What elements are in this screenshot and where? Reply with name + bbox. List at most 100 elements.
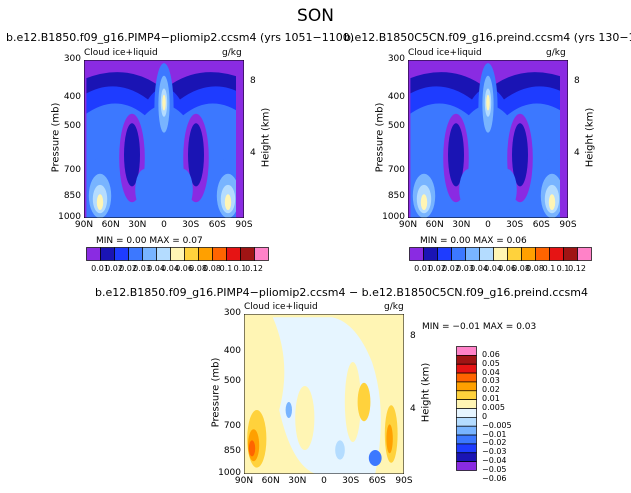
panel1-x-tick: 90S [235,220,253,230]
panel2-y-tick: 700 [387,165,405,176]
colorbar-swatch [549,247,564,261]
panel1-x-tick: 0 [161,220,167,230]
colorbar-swatch [184,247,199,261]
panel2-y2-tick: 8 [574,76,580,87]
panel1-y2-tick: 8 [250,76,256,87]
panel2-stats: MIN = 0.00 MAX = 0.06 [420,236,527,246]
colorbar-swatch [456,425,477,436]
panel2-x-tick: 60S [532,220,550,230]
colorbar-swatch [456,346,477,356]
panel1-stats: MIN = 0.00 MAX = 0.07 [96,236,203,246]
panel1-title: b.e12.B1850.f09_g16.PIMP4−pliomip2.ccsm4… [6,31,354,44]
colorbar-swatch [456,390,477,400]
panel1-x-tick: 30S [182,220,200,230]
colorbar-swatch [254,247,269,261]
panel1-units: g/kg [222,48,242,58]
panel2-x-tick: 30N [452,220,471,230]
panel2-colorbar-label: 0.01 [414,264,432,273]
panel3-ylabel: Pressure (mb) [210,357,222,428]
colorbar-swatch [437,247,452,261]
panel1-colorbar-label: 0.02 [105,264,123,273]
panel2-colorbar-svg [409,247,592,261]
panel1-y2-tick: 4 [250,148,256,159]
colorbar-swatch [563,247,578,261]
panel2-title: b.e12.B1850C5CN.f09_g16.preind.ccsm4 (yr… [344,31,631,44]
panel3-y-tick: 400 [223,346,241,357]
panel1-colorbar-label: 0.04 [161,264,179,273]
panel1-x-tick: 90N [74,220,94,230]
panel2-x-tick: 0 [485,220,491,230]
panel2-x-tick: 90N [398,220,418,230]
panel3-colorbar-label: 0.03 [482,376,500,386]
panel3-y2label: Height (km) [420,362,432,423]
panel1-y-tick: 1000 [58,212,81,222]
colorbar-swatch [409,247,424,261]
colorbar-swatch [456,408,477,418]
colorbar-swatch [456,443,477,454]
panel1-y-tick: 700 [63,165,81,176]
panel3-units: g/kg [384,302,404,312]
panel1-plot [84,60,244,218]
panel1-colorbar-label: 0.1 [219,264,233,273]
panel3-plot [244,314,404,474]
panel3-x-tick: 60N [261,476,280,486]
panel3-colorbar-label: −0.03 [482,447,507,457]
colorbar-swatch [212,247,227,261]
colorbar-swatch [128,247,143,261]
colorbar-swatch [451,247,466,261]
panel3-colorbar-label: −0.04 [482,456,507,466]
panel3-y2-tick: 4 [410,403,416,414]
panel2-colorbar-label: 0.1 [556,264,570,273]
panel1-x-tick: 60S [208,220,226,230]
panel1-colorbar-label: 0.08 [203,264,221,273]
colorbar-swatch [156,247,171,261]
panel2-x-tick: 90S [559,220,577,230]
panel3-colorbar-label: 0.005 [482,403,505,412]
panel2-colorbar [409,247,593,266]
colorbar-swatch [240,247,255,261]
panel2-units: g/kg [546,48,566,58]
panel1-colorbar-label: 0.04 [147,264,165,273]
colorbar-swatch [86,247,101,261]
panel2-y-tick: 500 [387,121,405,132]
colorbar-swatch [456,363,477,374]
panel2-colorbar-label: 0.03 [456,264,474,273]
panel2-colorbar-label: 0.02 [428,264,446,273]
colorbar-swatch [456,381,477,392]
panel3-y2-tick: 8 [410,330,416,341]
panel2-y-tick: 300 [387,54,405,64]
panel1-colorbar [86,247,270,266]
panel3-colorbar-label: 0.01 [482,394,500,404]
panel3-x-tick: 30N [288,476,307,486]
panel3-colorbar-label: 0 [482,411,488,421]
colorbar-swatch [100,247,115,261]
panel2-colorbar-label: 0.02 [442,264,460,273]
colorbar-swatch [456,372,477,383]
panel3-colorbar-label: 0.06 [482,349,500,359]
panel1-ylabel: Pressure (mb) [50,102,62,173]
panel2-colorbar-label: 0.1 [542,264,556,273]
panel1-colorbar-label: 0.03 [133,264,151,273]
colorbar-swatch [114,247,129,261]
panel2-colorbar-label: 0.04 [484,264,502,273]
panel2-colorbar-label: 0.08 [512,264,530,273]
panel1-colorbar-label: 0.1 [233,264,247,273]
panel3-x-tick: 90N [234,476,254,486]
colorbar-swatch [465,247,480,261]
panel3-colorbar-label: −0.005 [482,420,512,430]
panel3-x-tick: 0 [321,476,327,486]
colorbar-swatch [507,247,522,261]
panel1-y-tick: 850 [63,190,81,201]
panel1-x-tick: 30N [128,220,147,230]
colorbar-swatch [456,434,477,445]
panel2-colorbar-label: 0.12 [568,264,586,273]
panel1-colorbar-svg [86,247,269,261]
colorbar-swatch [456,355,477,365]
panel1-colorbar-label: 0.08 [189,264,207,273]
colorbar-swatch [479,247,494,261]
panel1-x-tick: 60N [101,220,120,230]
panel2-plot [408,60,568,218]
panel1-colorbar-label: 0.01 [91,264,109,273]
panel3-y-tick: 1000 [218,468,241,478]
panel3-y-tick: 850 [223,446,241,457]
